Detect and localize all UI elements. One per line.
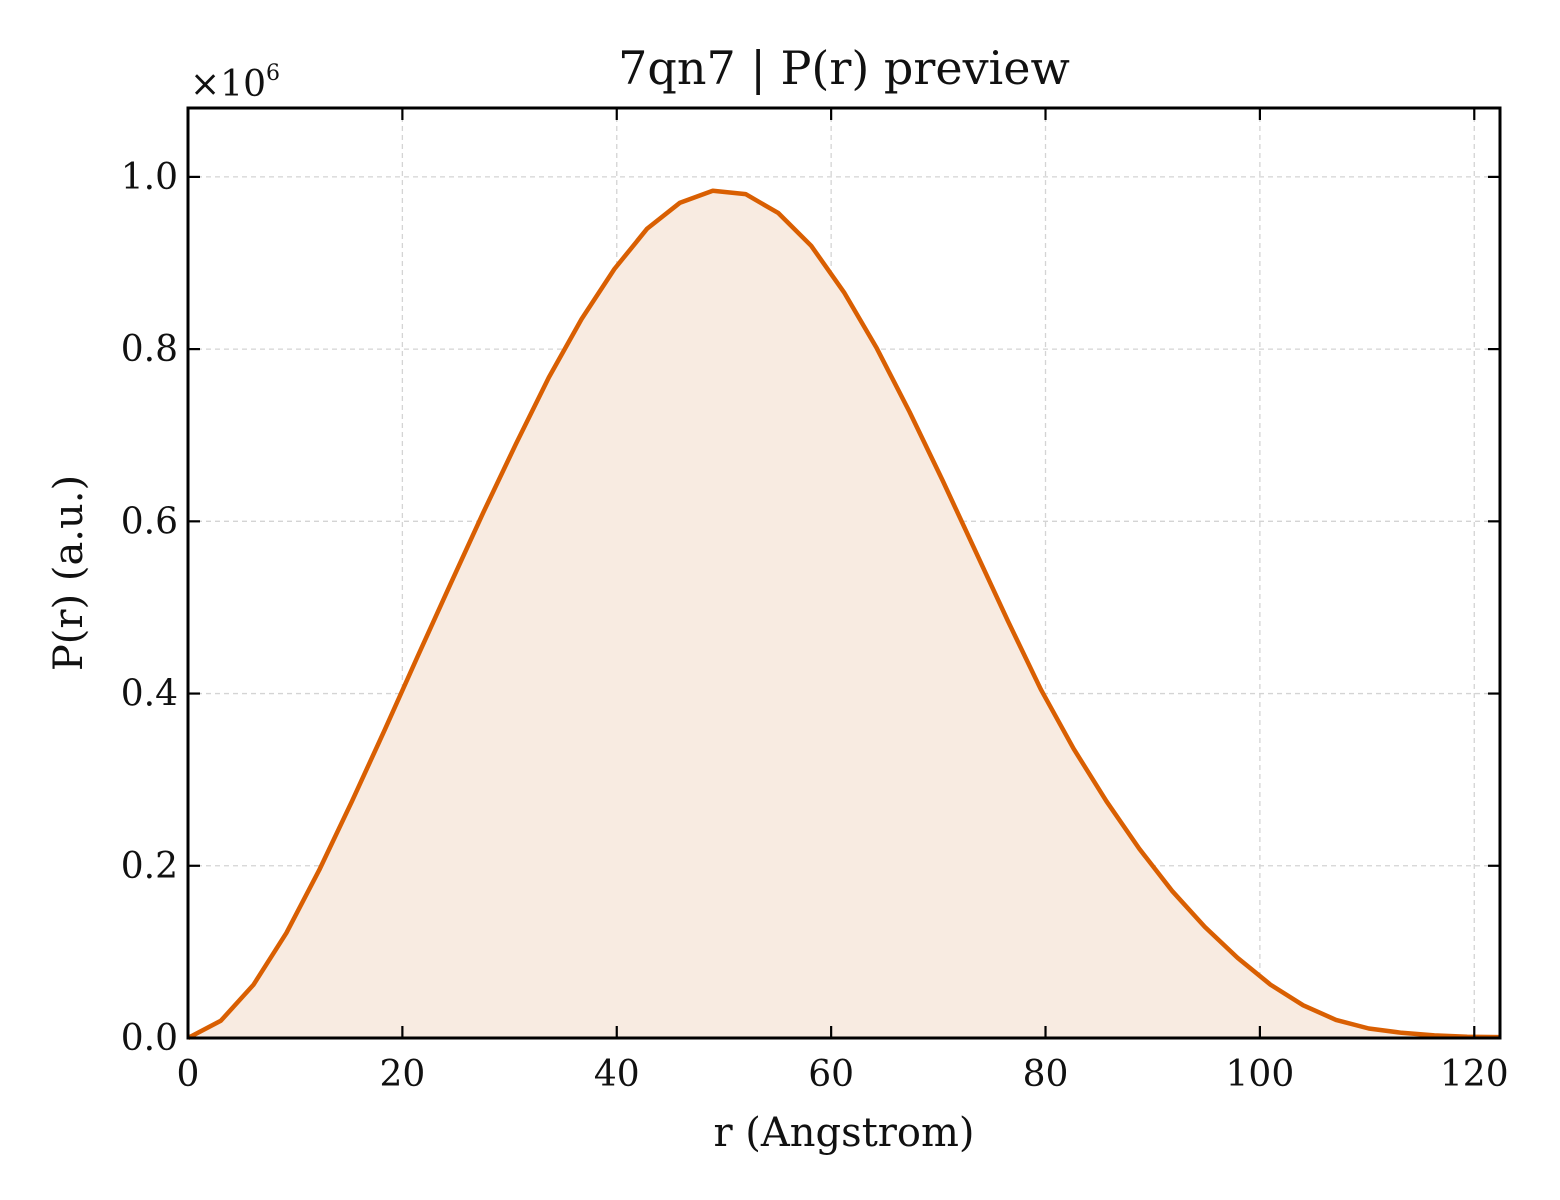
x-axis-label: r (Angstrom) [713,1110,974,1156]
y-tick-label: 0.8 [121,329,178,370]
x-tick-label: 20 [379,1054,425,1095]
axis-ticks [186,108,1500,1040]
x-tick-label: 120 [1440,1054,1509,1095]
y-multiplier-exponent: 6 [266,61,280,86]
x-tick-label: 60 [808,1054,854,1095]
y-tick-label: 0.4 [121,674,178,715]
x-tick-label: 80 [1023,1054,1069,1095]
y-tick-label: 0.0 [121,1018,178,1059]
y-tick-label: 0.2 [121,846,178,887]
y-multiplier-base: ×10 [190,64,266,105]
x-tick-label: 0 [177,1054,200,1095]
y-axis-label: P(r) (a.u.) [46,475,92,671]
y-tick-label: 1.0 [121,157,178,198]
x-tick-label: 100 [1226,1054,1295,1095]
chart-title: 7qn7 | P(r) preview [618,41,1070,95]
x-tick-label: 40 [594,1054,640,1095]
plot-frame [186,106,1502,1040]
y-axis-multiplier: ×106 [190,61,280,105]
y-tick-labels: 0.0 0.2 0.4 0.6 0.8 1.0 [121,157,178,1059]
y-tick-label: 0.6 [121,501,178,542]
x-tick-labels: 0 20 40 60 80 100 120 [177,1054,1509,1095]
pr-series-line [186,188,1501,1040]
pr-area-fill [188,190,1500,1038]
